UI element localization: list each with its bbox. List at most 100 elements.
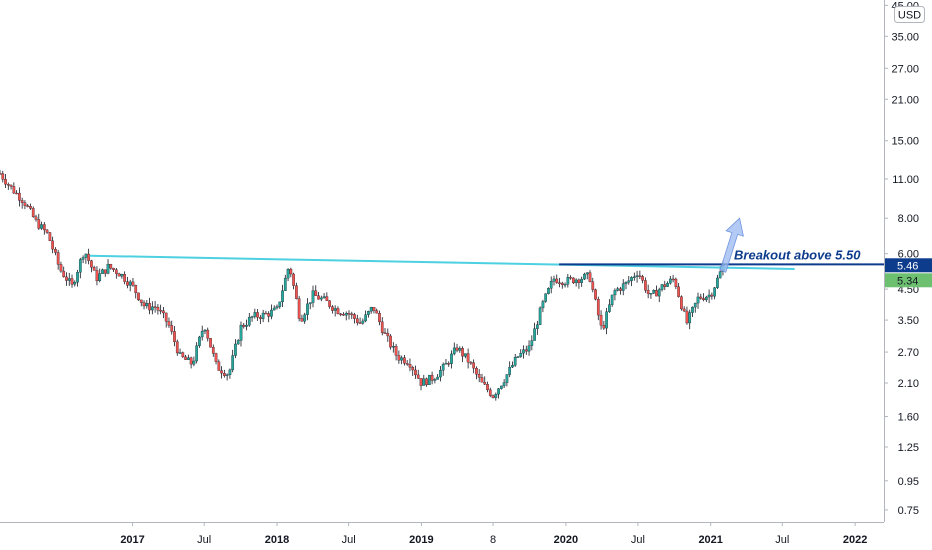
y-tick-label: 2.10 [898,378,919,390]
candle-body [386,333,390,337]
candle-body [677,286,680,297]
y-tick-label: 15.00 [891,136,919,148]
candle-body [378,313,381,323]
x-tick-label: 2019 [409,534,433,546]
candle-body [394,346,398,356]
candle-body [250,316,254,318]
candle-body [710,294,714,297]
candle-body [538,307,542,325]
candle-body [295,285,298,299]
x-tick-label: 2021 [698,534,722,546]
y-tick-label: 1.25 [898,442,919,454]
candle-body [491,395,495,398]
x-tick-label: 2022 [843,534,867,546]
candle-body [81,257,85,260]
candle-body [644,280,647,291]
x-tick-label: 2020 [554,534,578,546]
candle-body [704,296,708,301]
candle-body [497,388,500,395]
candle-body [225,374,229,377]
candle-body [577,279,581,283]
x-tick-label: Jul [197,534,211,546]
candle-body [123,274,126,282]
candle-body [461,348,464,357]
candle-body [544,293,548,302]
candle-body [427,374,431,386]
candle-body [206,329,210,339]
candle-body [0,173,2,175]
candle-body [480,377,484,383]
candle-body [223,373,226,376]
y-tick-label: 11.00 [892,174,919,186]
trendline[interactable] [89,254,795,270]
price-badge-label: 5.34 [897,275,918,287]
candle-body [563,284,567,286]
candle-body [411,367,415,371]
candle-body [671,278,675,281]
price-badge [885,273,932,288]
candle-body [170,325,174,332]
candle-body [12,186,16,194]
candle-body [267,313,271,317]
candle-body [646,290,650,294]
candle-body [9,184,13,187]
candle-body [475,367,478,375]
candle-body [159,310,163,312]
candle-body [441,364,445,371]
candle-body [15,192,18,195]
candle-body [162,310,165,314]
candle-body [541,301,545,309]
candle-body [214,353,218,362]
candle-body [585,272,589,275]
candle-body [353,314,356,319]
candle-body [566,277,570,285]
candle-body [693,302,697,308]
candle-body [245,324,248,327]
candle-body [319,297,323,300]
candle-body [34,216,38,220]
candle-body [549,281,553,289]
candle-body [355,318,359,323]
candle-body [54,248,57,253]
candle-body [375,310,379,314]
candle-body [184,356,187,360]
breakout-arrow-icon[interactable] [719,217,744,273]
candle-body [616,288,620,291]
candle-body [641,276,644,281]
candle-body [397,355,401,361]
breakout-annotation[interactable]: Breakout above 5.50 [734,248,861,263]
candle-body [408,364,412,368]
x-axis[interactable]: 2017 Jul 2018 Jul 2019 8 2020 Jul 2021 Jul 2022 [120,522,867,546]
candle-body [103,269,107,274]
candle-body [203,329,207,332]
candle-body [605,311,608,329]
candle-body [142,302,146,307]
candle-body [682,308,686,312]
candle-body [500,385,503,389]
candle-body [4,179,7,185]
candle-body [552,278,556,282]
candle-body [198,336,201,346]
candle-body [425,378,428,386]
candle-body [638,275,642,277]
currency-button[interactable]: USD [894,6,925,23]
x-tick-label: 2018 [265,534,289,546]
candle-body [256,312,259,318]
candle-body [112,267,115,270]
candle-body [114,269,118,274]
candle-body [234,343,237,356]
candle-body [40,224,43,229]
candle-body [569,277,572,279]
candle-body [361,320,365,324]
candle-body [48,232,52,241]
candle-body [560,282,564,285]
candle-body [613,290,617,296]
candle-body [494,394,498,398]
candle-body [317,295,320,300]
candle-body [391,346,395,348]
candle-body [452,347,456,355]
candle-body [259,317,262,319]
candle-body [350,313,354,316]
